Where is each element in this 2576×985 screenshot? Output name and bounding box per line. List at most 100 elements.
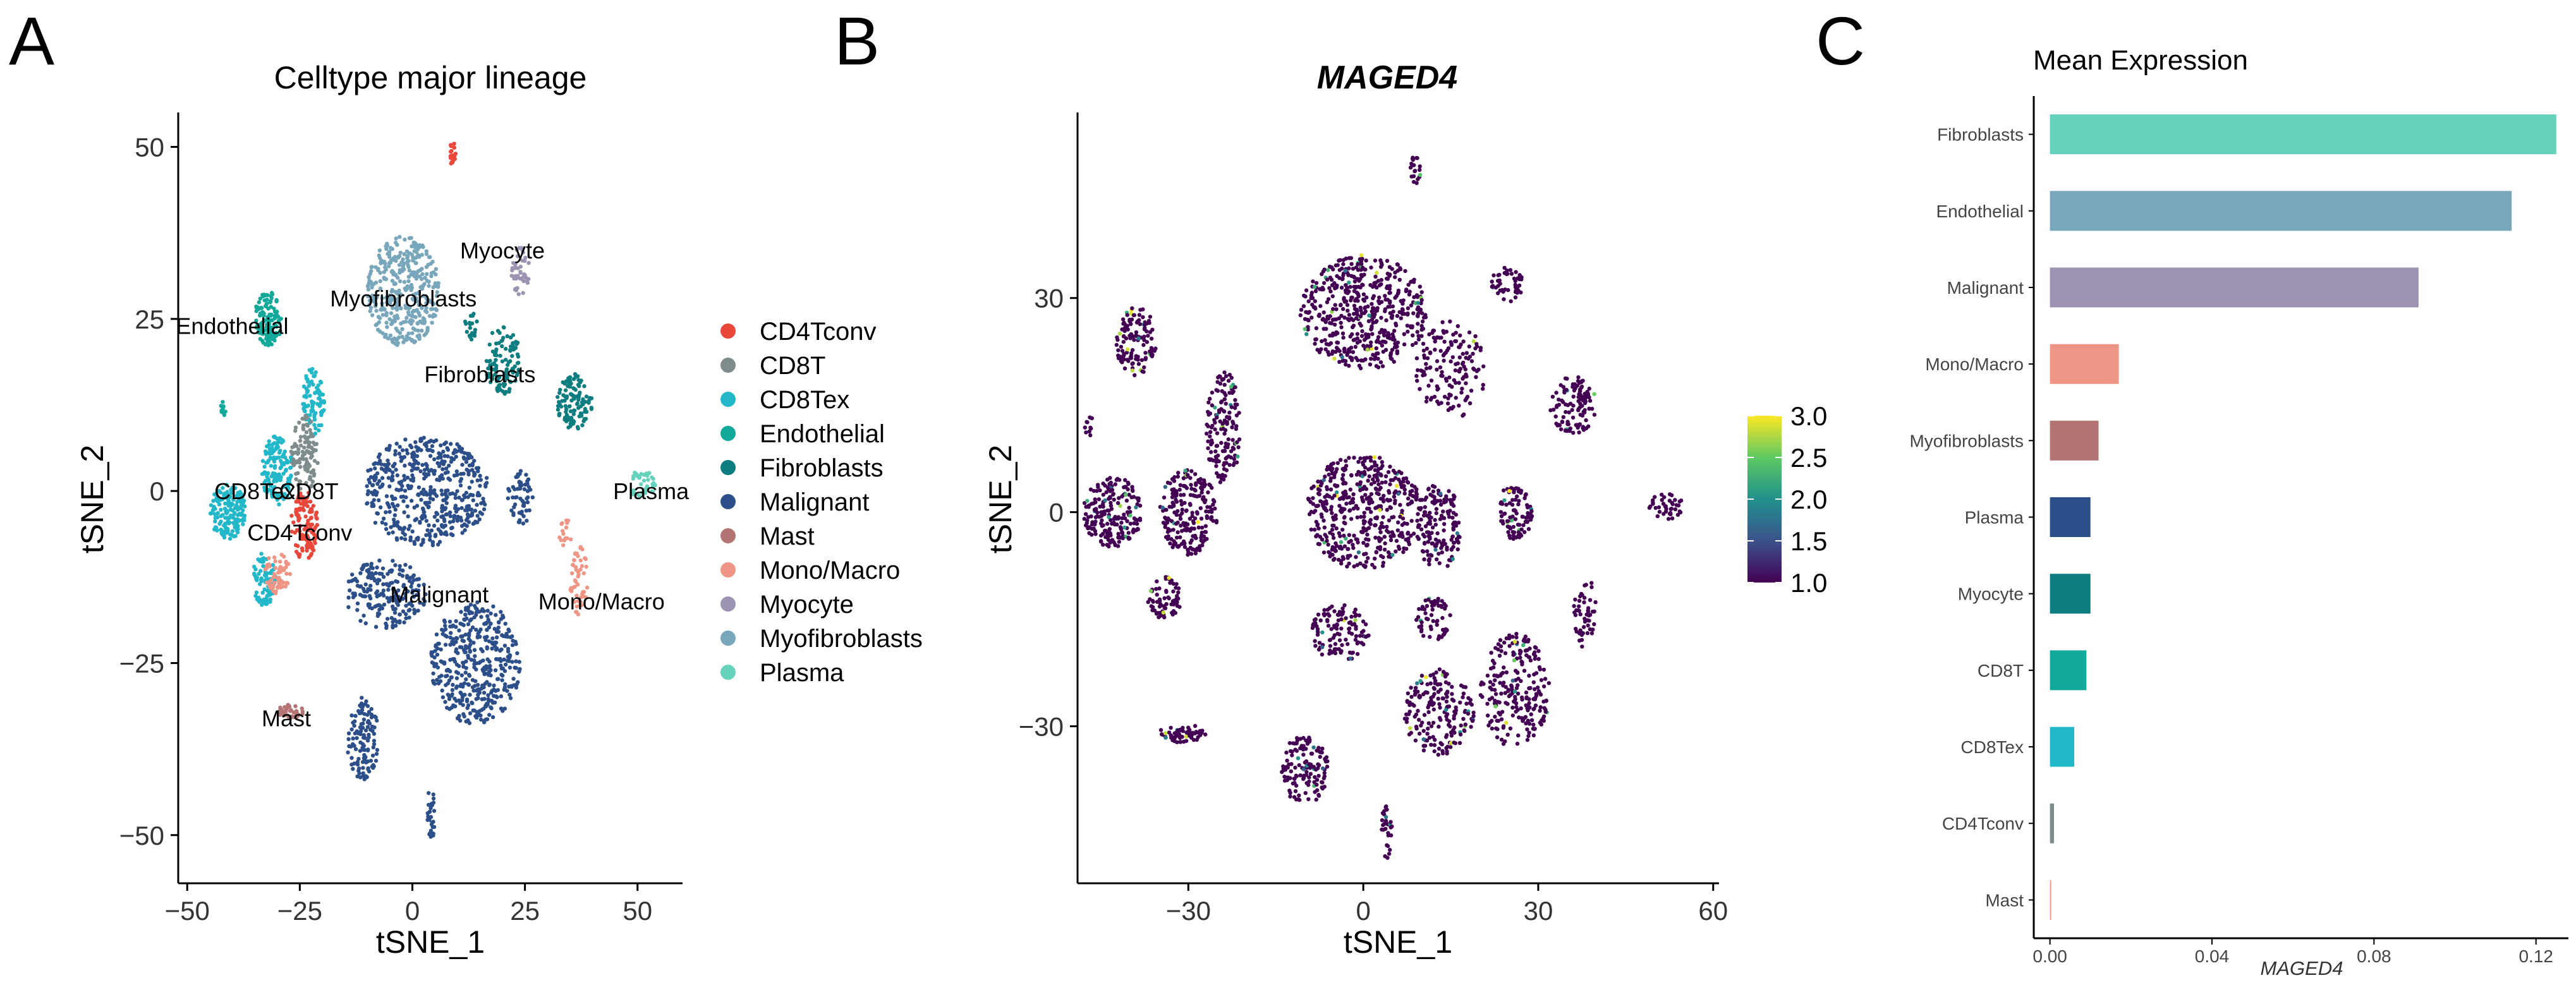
point-malignant xyxy=(404,576,410,580)
point-malignant xyxy=(439,530,443,535)
point-malignant xyxy=(422,510,426,514)
point-cd8tex xyxy=(262,587,267,592)
point-myofibroblasts xyxy=(378,329,382,334)
point-malignant xyxy=(500,678,504,682)
expression-point xyxy=(1342,544,1347,548)
expression-point xyxy=(1186,522,1190,527)
expression-point xyxy=(1340,528,1345,532)
point-malignant xyxy=(462,681,467,686)
point-malignant xyxy=(442,531,447,536)
point-malignant xyxy=(480,649,485,653)
expression-point xyxy=(1368,362,1373,366)
point-myofibroblasts xyxy=(425,310,429,315)
point-malignant xyxy=(430,653,434,658)
point-malignant xyxy=(526,495,530,500)
point-malignant xyxy=(403,562,408,567)
point-cd8t xyxy=(291,463,296,468)
expression-point xyxy=(1217,374,1222,378)
expression-point xyxy=(1093,500,1098,505)
expression-point xyxy=(1358,305,1363,310)
expression-point xyxy=(1314,326,1319,330)
point-malignant xyxy=(349,727,354,732)
point-malignant xyxy=(375,718,379,723)
point-cd8t xyxy=(300,449,305,454)
expression-point xyxy=(1152,608,1157,613)
expression-point xyxy=(1222,432,1227,436)
expression-point xyxy=(1198,477,1203,481)
point-myofibroblasts xyxy=(385,243,390,248)
expression-point xyxy=(1142,365,1146,370)
point-fibroblasts xyxy=(583,416,588,421)
expression-point xyxy=(1176,590,1181,595)
point-malignant xyxy=(421,538,425,542)
expression-point xyxy=(1209,515,1214,519)
point-myofibroblasts xyxy=(410,310,415,315)
expression-point xyxy=(1358,257,1363,262)
point-malignant xyxy=(390,502,395,506)
point-cd8tex xyxy=(270,446,274,450)
point-malignant xyxy=(459,505,464,511)
point-malignant xyxy=(476,490,480,495)
point-malignant xyxy=(426,448,430,452)
point-malignant xyxy=(395,473,399,478)
point-malignant xyxy=(484,476,489,480)
point-cd8tex xyxy=(239,512,243,517)
expression-point xyxy=(1114,342,1119,347)
point-fibroblasts xyxy=(561,380,565,385)
expression-point xyxy=(1421,341,1426,346)
expression-point xyxy=(1473,334,1478,339)
expression-point xyxy=(1222,397,1227,401)
expression-point xyxy=(1122,357,1126,361)
legend-label-malignant: Malignant xyxy=(760,488,869,516)
legend-swatch-fibroblasts xyxy=(720,460,736,475)
expression-point xyxy=(1398,503,1402,507)
point-myofibroblasts xyxy=(407,285,412,289)
point-fibroblasts xyxy=(489,366,493,372)
point-endothelial xyxy=(263,304,268,308)
expression-point xyxy=(1220,421,1225,426)
point-malignant xyxy=(454,650,458,654)
expression-point xyxy=(1450,385,1454,389)
expression-point xyxy=(1408,166,1413,170)
point-malignant xyxy=(457,664,461,668)
expression-point xyxy=(1229,405,1234,409)
expression-point xyxy=(1592,392,1596,396)
point-malignant xyxy=(377,559,382,563)
point-malignant xyxy=(494,648,499,652)
expression-point xyxy=(1330,294,1335,299)
expression-point xyxy=(1578,392,1583,397)
point-cd8tex xyxy=(284,458,289,463)
expression-point xyxy=(1367,474,1371,479)
point-cd8tex xyxy=(216,515,220,519)
point-malignant xyxy=(371,745,375,750)
point-myofibroblasts xyxy=(422,333,427,337)
point-malignant xyxy=(483,482,488,486)
point-mono-macro xyxy=(283,584,288,589)
expression-point xyxy=(1125,313,1129,317)
point-malignant xyxy=(398,526,403,530)
point-malignant xyxy=(454,684,459,689)
point-fibroblasts xyxy=(583,409,587,414)
expression-point xyxy=(1222,462,1226,468)
point-myofibroblasts xyxy=(427,284,431,288)
point-myocyte xyxy=(518,276,522,281)
expression-point xyxy=(1481,387,1485,391)
point-malignant xyxy=(416,536,420,540)
point-malignant xyxy=(365,501,369,506)
point-malignant xyxy=(440,627,444,632)
point-malignant xyxy=(443,643,448,647)
point-malignant xyxy=(509,684,514,689)
point-myofibroblasts xyxy=(425,329,430,333)
point-malignant xyxy=(372,462,376,466)
expression-point xyxy=(1126,531,1131,535)
point-cd8tex xyxy=(229,533,234,538)
point-malignant xyxy=(375,611,380,615)
point-cd8tex xyxy=(241,522,245,526)
point-malignant xyxy=(419,448,423,452)
expression-point xyxy=(1449,359,1453,364)
expression-point xyxy=(1395,269,1400,273)
expression-point xyxy=(1198,506,1203,511)
point-myofibroblasts xyxy=(391,296,396,300)
expression-point xyxy=(1415,519,1419,523)
legend-label-myofibroblasts: Myofibroblasts xyxy=(760,625,923,653)
